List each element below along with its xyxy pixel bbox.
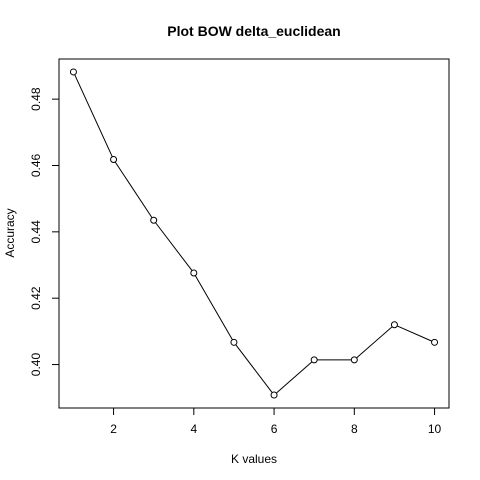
data-point: [270, 391, 278, 399]
series-segment: [396, 325, 433, 342]
y-tick-label: 0.44: [29, 220, 43, 244]
y-tick-label: 0.46: [29, 153, 43, 177]
series-group: [69, 68, 439, 399]
data-point: [190, 269, 198, 277]
data-point: [230, 338, 238, 346]
y-tick-label: 0.40: [29, 353, 43, 377]
data-point: [431, 338, 439, 346]
data-point: [390, 321, 398, 329]
y-axis: 0.40 0.42 0.44 0.46 0.48: [29, 87, 60, 377]
chart-title: Plot BOW delta_euclidean: [167, 23, 340, 39]
data-point: [350, 356, 358, 364]
x-axis: 2 4 6 8 10: [110, 407, 442, 436]
series-segment: [74, 74, 113, 158]
y-axis-label: Accuracy: [3, 208, 17, 257]
x-axis-label: K values: [231, 452, 277, 466]
series-segment: [155, 222, 193, 271]
data-point: [150, 216, 158, 224]
y-tick-label: 0.42: [29, 286, 43, 310]
series-segment: [194, 275, 233, 340]
series-segment: [235, 344, 273, 393]
series-segment: [275, 361, 313, 394]
x-tick-label: 2: [110, 422, 117, 436]
y-tick-label: 0.48: [29, 87, 43, 111]
data-point: [310, 356, 318, 364]
x-tick-label: 6: [271, 422, 278, 436]
series-segment: [356, 326, 393, 359]
series-segment: [114, 161, 153, 219]
x-tick-label: 8: [351, 422, 358, 436]
x-tick-label: 10: [428, 422, 442, 436]
data-point: [69, 68, 77, 76]
plot-frame: [58, 58, 450, 409]
x-tick-label: 4: [190, 422, 197, 436]
data-point: [110, 156, 118, 164]
